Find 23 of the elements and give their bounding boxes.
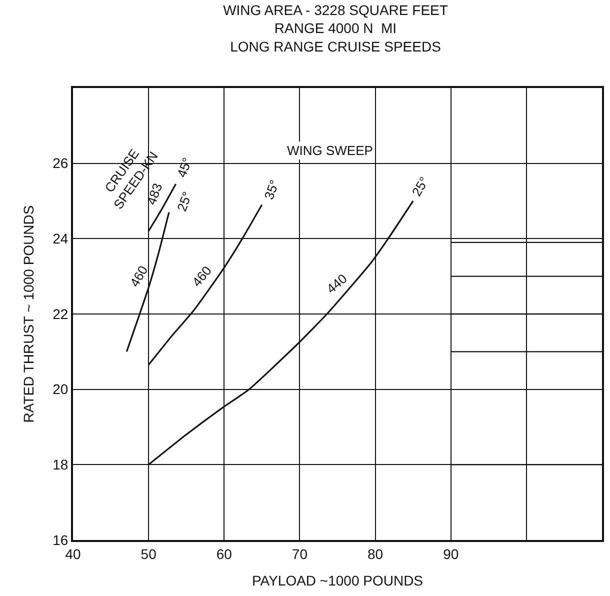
y-tick-label: 24 <box>52 230 68 247</box>
x-tick-label: 70 <box>292 546 308 562</box>
annotation: 460 <box>189 263 214 290</box>
y-tick-label: 18 <box>52 456 68 473</box>
x-tick-label: 90 <box>443 546 459 562</box>
x-tick-label: 80 <box>368 546 384 562</box>
y-tick-label: 22 <box>52 306 68 322</box>
annotation: 460 <box>126 263 151 290</box>
annotation: WING SWEEP <box>287 143 373 158</box>
annotation: 25° <box>174 190 195 214</box>
annotation: 35° <box>261 178 282 202</box>
annotation: 45° <box>174 156 195 180</box>
x-tick-label: 50 <box>140 546 157 562</box>
annotation: 25° <box>408 174 432 199</box>
x-tick-label: 60 <box>216 546 232 562</box>
y-axis-title: RATED THRUST ~ 1000 POUNDS <box>20 205 37 423</box>
annotation: 440 <box>324 270 350 296</box>
x-tick-label: 40 <box>65 546 81 562</box>
y-tick-label: 26 <box>52 155 68 172</box>
y-tick-label: 20 <box>52 381 68 398</box>
y-tick-label: 16 <box>52 532 68 548</box>
x-axis-title: PAYLOAD ~1000 POUNDS <box>252 572 424 589</box>
chart-title: WING AREA - 3228 SQUARE FEET RANGE 4000 N MI LONG RANGE CRUISE SPEEDS <box>223 2 448 54</box>
